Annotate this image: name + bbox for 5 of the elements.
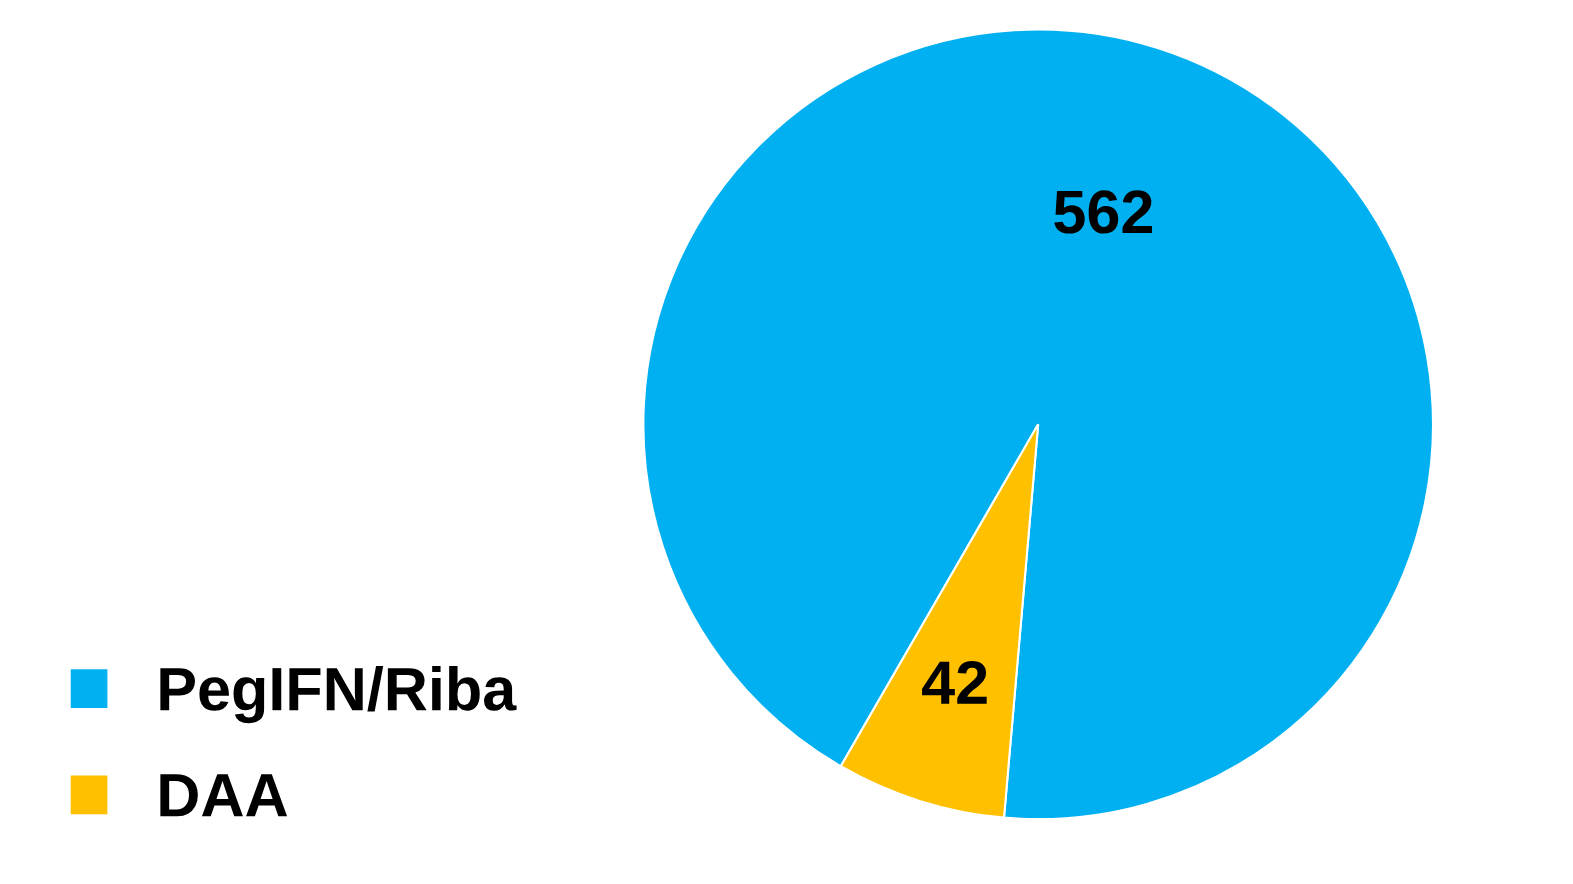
legend-label: DAA	[160, 774, 288, 817]
pie-slice	[642, 28, 1434, 821]
data-label: 562	[1054, 190, 1152, 234]
legend-label: PegIFN/Riba	[160, 665, 517, 724]
data-label: 42	[922, 661, 987, 704]
